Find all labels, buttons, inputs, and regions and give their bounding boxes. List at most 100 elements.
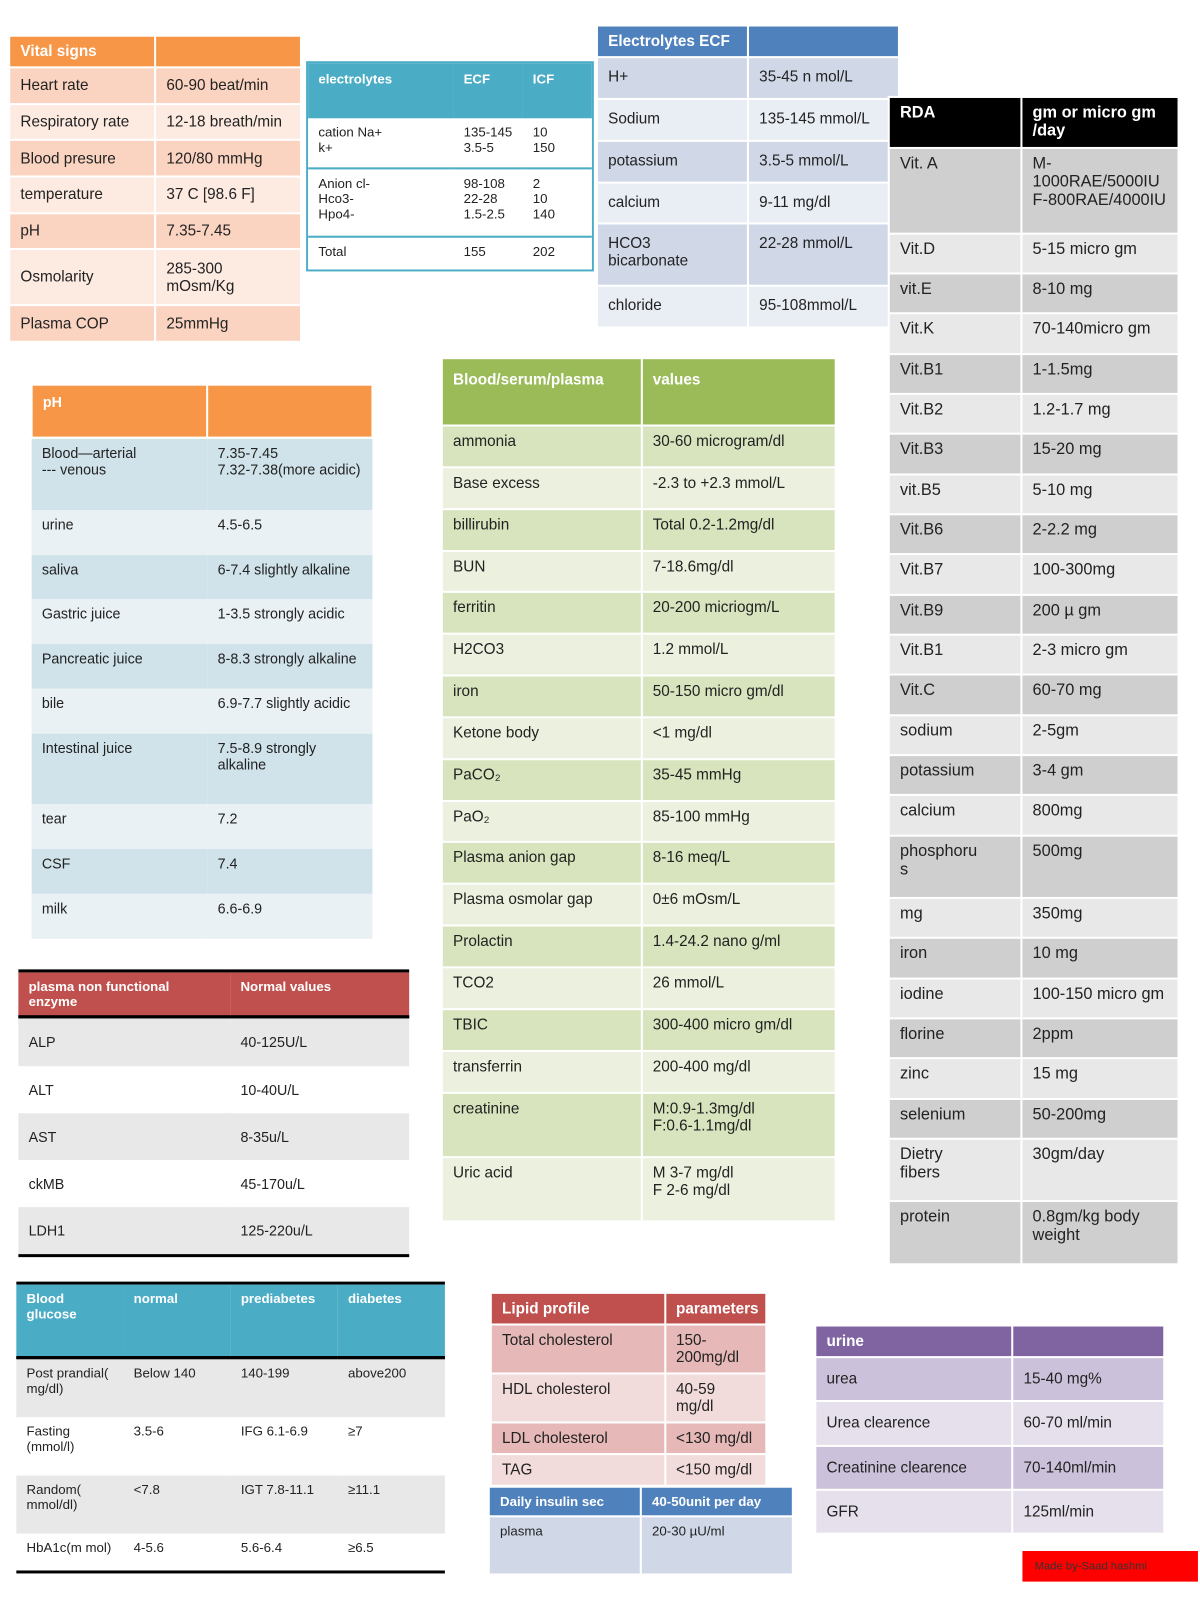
row-label: BUN [440, 549, 643, 594]
table-row: Vit.B3 15-20 mg [887, 432, 1180, 476]
table-row: Blood—arterial --- venous 7.35-7.45 7.32-… [31, 437, 373, 510]
table-body: ALP 40-125U/L ALT 10-40U/L AST 8-35u/L ckMB 45-… [18, 1016, 410, 1255]
table-row: florine 2ppm [887, 1017, 1180, 1060]
header-row: Vital signs [8, 34, 303, 69]
row-label: H2CO3 [440, 632, 643, 677]
row-label: saliva [31, 554, 208, 600]
row-label: milk [31, 893, 208, 939]
table-row: calcium 800mg [887, 794, 1180, 837]
electrolytes-ecf-table: Electrolytes ECF H+ 35-45 n mol/L Sodium 135… [595, 24, 900, 329]
table-row: Vit.K 70-140micro gm [887, 312, 1180, 355]
table-row: cation Na+ k+ 135-145 3.5-5 10 150 [308, 118, 592, 169]
row-label: urea [814, 1356, 1014, 1403]
row-value: 5.6-6.4 [230, 1533, 338, 1571]
row-label: Vit.B1 [887, 633, 1023, 676]
table-row: Respiratory rate 12-18 breath/min [8, 102, 303, 142]
table-row: creatinine M:0.9-1.3mg/dl F:0.6-1.1mg/dl [440, 1091, 837, 1158]
row-label: Plasma anion gap [440, 841, 643, 885]
row-value: 100-300mg [1020, 553, 1180, 596]
row-value: 200-400 mg/dl [640, 1049, 837, 1094]
header-cell: 40-50unit per day [639, 1485, 794, 1518]
row-label: potassium [887, 753, 1023, 797]
row-label: selenium [887, 1097, 1023, 1140]
table-row: GFR 125ml/min [814, 1488, 1166, 1535]
table-row: Dietry fibers 30gm/day [887, 1137, 1180, 1203]
table-row: CSF 7.4 [31, 849, 373, 894]
row-value: 7.4 [207, 849, 373, 894]
urine-table: urine urea 15-40 mg% Urea clearence 60-70 ml… [814, 1324, 1166, 1535]
row-value: 200 µ gm [1020, 593, 1180, 636]
row-label: Fasting (mmol/l) [16, 1417, 124, 1476]
row-value: 5-15 micro gm [1020, 232, 1180, 275]
header-cell: electrolytes [308, 63, 454, 119]
vital-signs-table: Vital signs Heart rate 60-90 beat/min Respi… [8, 34, 303, 343]
row-value: 20-200 micriogm/L [640, 591, 837, 635]
table-row: Vit.D 5-15 micro gm [887, 232, 1180, 275]
row-label: urine [31, 509, 208, 555]
row-value: 37 C [98.6 F] [154, 175, 303, 214]
table: pH Blood—arterial --- venous 7.35-7.45 7.3… [30, 383, 374, 939]
table-row: potassium 3.5-5 mmol/L [595, 139, 900, 184]
row-label: TBIC [440, 1007, 643, 1052]
row-value: 40-59 mg/dl [663, 1372, 768, 1424]
table-row: billirubin Total 0.2-1.2mg/dl [440, 507, 837, 552]
row-label: TAG [489, 1453, 666, 1487]
table: RDA gm or micro gm /day Vit. A M-1000RAE/50… [887, 95, 1180, 1266]
row-value: 50-150 micro gm/dl [640, 674, 837, 719]
row-value: 135-145 mmol/L [746, 97, 900, 142]
table-row: calcium 9-11 mg/dl [595, 181, 900, 225]
table-row: TBIC 300-400 micro gm/dl [440, 1007, 837, 1052]
row-value: 7.35-7.45 7.32-7.38(more acidic) [207, 437, 373, 510]
row-label: ALP [18, 1016, 231, 1067]
row-label: Vit.C [887, 673, 1023, 716]
row-label: florine [887, 1017, 1023, 1060]
row-value: 70-140ml/min [1011, 1444, 1166, 1491]
table-row: Osmolarity 285-300 mOsm/Kg [8, 248, 303, 307]
table-row: ferritin 20-200 micriogm/L [440, 591, 837, 635]
row-value: 350mg [1020, 896, 1180, 940]
table-row: ALP 40-125U/L [18, 1016, 410, 1067]
row-value: 100-150 micro gm [1020, 977, 1180, 1020]
row-label: ALT [18, 1066, 231, 1114]
electrolytes-table: electrolytes ECF ICF cation Na+ k+ 135-145 3… [306, 61, 594, 272]
header-cell: pH [30, 383, 209, 439]
row-value: 7.2 [207, 804, 373, 850]
table-row: phosphoru s 500mg [887, 834, 1180, 899]
header-cell: Normal values [230, 972, 410, 1019]
row-value: 70-140micro gm [1020, 312, 1180, 355]
table-row: AST 8-35u/L [18, 1113, 410, 1161]
row-value: 8-16 meq/L [640, 841, 837, 885]
lipid-table: Lipid profile parameters Total cholesterol… [489, 1291, 768, 1487]
row-value: 98-108 22-28 1.5-2.5 [453, 167, 523, 237]
table-head: urine [814, 1324, 1166, 1359]
table-body: cation Na+ k+ 135-145 3.5-5 10 150 Anion cl… [308, 118, 592, 270]
row-value: ≥11.1 [337, 1475, 445, 1534]
table-row: pH 7.35-7.45 [8, 211, 303, 251]
row-value: M:0.9-1.3mg/dl F:0.6-1.1mg/dl [640, 1091, 837, 1158]
row-label: ferritin [440, 591, 643, 635]
table-row: vit.B5 5-10 mg [887, 472, 1180, 516]
table: Blood/serum/plasma values ammonia 30-60 mic… [440, 357, 837, 1223]
header-row: RDA gm or micro gm /day [887, 95, 1180, 149]
table-row: Heart rate 60-90 beat/min [8, 66, 303, 105]
table-row: saliva 6-7.4 slightly alkaline [31, 554, 373, 600]
rda-table: RDA gm or micro gm /day Vit. A M-1000RAE/50… [887, 95, 1180, 1266]
table-row: zinc 15 mg [887, 1057, 1180, 1100]
row-value: 1.4-24.2 nano g/ml [640, 924, 837, 969]
row-value: 15-40 mg% [1011, 1356, 1166, 1403]
row-value: 7.35-7.45 [154, 211, 303, 251]
row-label: plasma [487, 1515, 642, 1576]
row-label: Respiratory rate [8, 102, 157, 142]
table-row: Vit.B9 200 µ gm [887, 593, 1180, 636]
row-value: 4.5-6.5 [207, 509, 373, 555]
table: electrolytes ECF ICF cation Na+ k+ 135-145 3… [308, 63, 592, 270]
row-value: IFG 6.1-6.9 [230, 1417, 338, 1476]
row-value: 7.5-8.9 strongly alkaline [207, 733, 373, 805]
table-row: Fasting (mmol/l) 3.5-6 IFG 6.1-6.9 ≥7 [16, 1417, 445, 1476]
table-row: TCO2 26 mmol/L [440, 966, 837, 1011]
row-value: 202 [522, 235, 592, 270]
row-label: potassium [595, 139, 749, 184]
row-value: 30gm/day [1020, 1137, 1180, 1203]
row-label: Sodium [595, 97, 749, 142]
